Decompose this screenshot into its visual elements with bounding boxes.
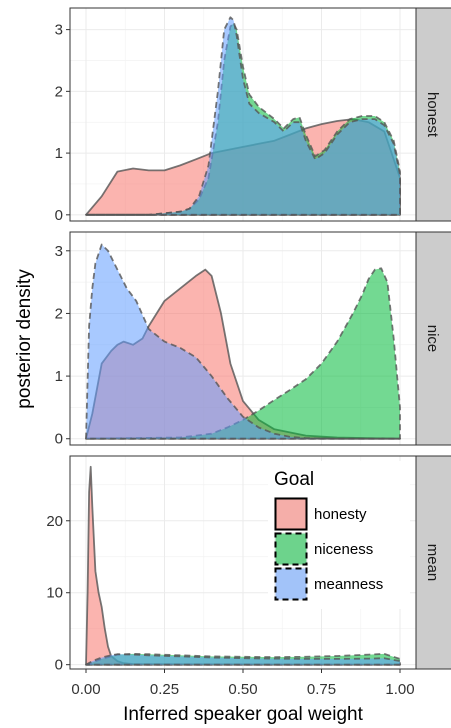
y-tick-label: 2 <box>55 305 63 322</box>
facet-strip <box>415 231 451 446</box>
facet-strip-label: mean <box>424 544 441 582</box>
y-tick-label: 0 <box>55 657 63 674</box>
y-tick-label: 3 <box>55 22 63 39</box>
density-area-nice-meanness <box>85 243 401 440</box>
y-tick-label: 0 <box>55 207 63 224</box>
x-tick-label: 0.50 <box>228 681 257 698</box>
axes-layer: 0 1 2 3 0 1 2 3 0 10 20 0.00 0.25 0.50 0.75 1.00 <box>46 22 414 698</box>
density-area-nice-niceness <box>85 267 401 440</box>
legend-label-meanness: meanness <box>314 576 383 593</box>
y-tick-label: 0 <box>55 431 63 448</box>
legend-key-meanness <box>274 567 308 601</box>
y-tick-label: 10 <box>46 585 63 602</box>
legend-label-honesty: honesty <box>314 506 367 523</box>
y-tick-label: 20 <box>46 513 63 530</box>
panel-nice: nice <box>69 231 451 446</box>
y-tick-label: 2 <box>55 83 63 100</box>
x-tick-label: 0.00 <box>71 681 100 698</box>
x-axis-title: Inferred speaker goal weight <box>123 704 363 725</box>
facet-strip <box>415 7 451 222</box>
legend-title: Goal <box>274 469 314 490</box>
x-tick-label: 0.25 <box>150 681 179 698</box>
facet-strip <box>415 455 451 670</box>
x-tick-label: 1.00 <box>385 681 414 698</box>
y-axis-title: posterior density <box>14 269 35 409</box>
legend-label-niceness: niceness <box>314 541 373 558</box>
y-tick-label: 3 <box>55 243 63 260</box>
y-tick-label: 1 <box>55 368 63 385</box>
density-area-honest-meanness <box>85 16 401 216</box>
facet-strip-label: nice <box>424 325 441 353</box>
facet-strip-label: honest <box>424 92 441 138</box>
density-area-mean-meanness <box>85 653 401 666</box>
legend-key-honesty <box>274 497 308 531</box>
y-tick-label: 1 <box>55 145 63 162</box>
x-tick-label: 0.75 <box>307 681 336 698</box>
legend-key-niceness <box>274 532 308 566</box>
panels-layer: honest nice mean <box>69 7 451 670</box>
panel-honest: honest <box>69 7 451 222</box>
